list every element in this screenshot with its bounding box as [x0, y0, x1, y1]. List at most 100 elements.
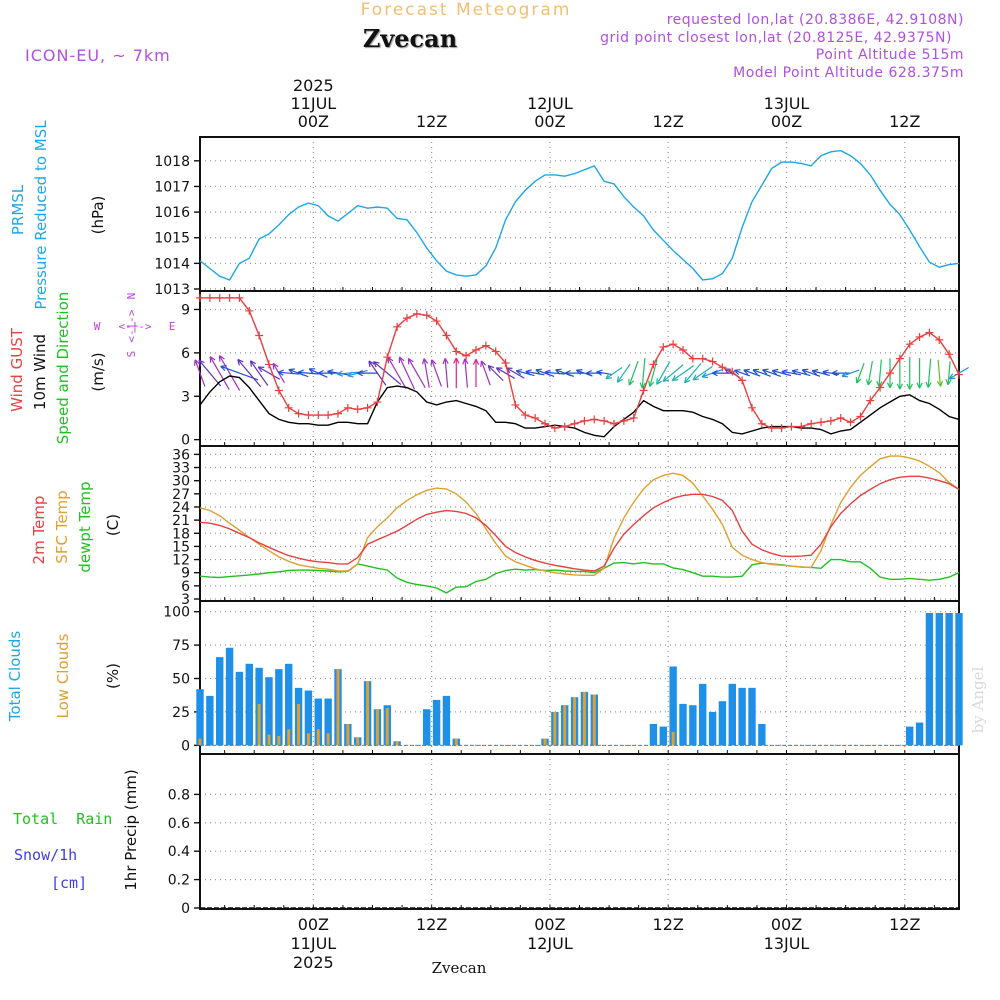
wind-gust-marker — [639, 386, 648, 395]
wind-arrow-head — [684, 379, 691, 384]
wind-arrow-head — [193, 359, 196, 366]
wind-arrow-head — [802, 368, 809, 371]
temperature-ytick-label: 9 — [181, 566, 190, 582]
wind-gust-marker — [353, 405, 362, 414]
wind-arrow-head — [692, 378, 700, 381]
wind-gust-marker — [225, 293, 234, 302]
wind-arrow-head — [564, 372, 571, 377]
watermark: by Angel — [969, 666, 987, 733]
wind-gust-marker — [304, 411, 313, 420]
clouds-ytick-label: 100 — [163, 605, 190, 621]
wind-arrow-shaft — [218, 355, 241, 391]
compass-ns-arrow: <-|-> — [125, 309, 138, 342]
wind-panel: 0 3 6 9 — [181, 290, 969, 449]
wind-arrow — [421, 358, 430, 388]
wind-arrow-head — [297, 371, 304, 376]
wind-arrow-shaft — [641, 358, 646, 389]
wind-arrow-head — [734, 369, 740, 376]
low-cloud-bar — [336, 669, 340, 746]
wind-arrow-head — [663, 379, 670, 383]
wind-arrow-head — [564, 369, 571, 374]
wind-gust-marker — [511, 400, 520, 409]
wind-arrow-head — [701, 372, 707, 378]
wind-arrow-head — [771, 370, 778, 375]
wind-arrow-head — [662, 375, 667, 382]
low-cloud-bar — [346, 723, 350, 746]
wind-gust-marker — [669, 340, 678, 349]
wind-arrow-head — [811, 370, 818, 376]
wind-arrow-shaft — [431, 359, 442, 387]
wind-arrow-head — [855, 377, 858, 384]
clouds-panel: 0 25 50 75 100 — [163, 600, 963, 755]
low-cloud-bar — [287, 729, 291, 746]
total-cloud-bar — [758, 723, 766, 746]
wind-arrow-head — [743, 368, 750, 371]
wind-arrow-head — [628, 379, 630, 386]
wind-arrow-head — [288, 368, 295, 371]
wind-arrow-head — [209, 356, 216, 361]
wind-arrow — [925, 358, 932, 388]
total-cloud-bar — [225, 647, 234, 746]
low-cloud-bar — [356, 737, 360, 746]
time-label-top: 00Z — [771, 112, 802, 131]
pressure-labels: PRMSL Pressure Reduced to MSL (hPa) — [9, 120, 107, 310]
total-cloud-bar — [216, 657, 224, 746]
wind-gust-marker — [866, 396, 875, 405]
wind-arrow-head — [841, 371, 847, 377]
wind-arrow-shaft — [878, 359, 882, 387]
wind-arrow — [544, 369, 565, 376]
wind-arrow-head — [831, 369, 838, 374]
clouds-ytick-label: 75 — [172, 638, 190, 654]
wind-gust-marker — [363, 403, 372, 412]
wind-arrow-shaft — [368, 360, 387, 386]
precip-ytick-label: 0.2 — [168, 873, 190, 889]
time-label-top: 00Z — [298, 112, 329, 131]
wind-gust-marker — [205, 293, 214, 302]
wind-arrow-head — [431, 359, 437, 365]
total-cloud-bar — [669, 666, 677, 746]
temperature-ytick-label: 27 — [172, 487, 190, 503]
wind-unit: (m/s) — [89, 352, 107, 391]
wind-arrow — [671, 365, 694, 382]
wind-gust-marker — [836, 413, 845, 422]
low-cloud-bar — [297, 703, 301, 746]
wind-arrow-shaft — [672, 365, 694, 382]
wind-arrow-head — [387, 356, 394, 362]
wind-gust-marker — [196, 293, 204, 302]
wind-arrow-head — [336, 370, 343, 375]
wind-arrow-head — [616, 376, 619, 383]
wind-arrow — [442, 358, 449, 388]
wind-arrow — [373, 361, 402, 386]
total-cloud-bar — [708, 711, 717, 746]
total-cloud-bar — [915, 722, 924, 746]
wind-arrow — [801, 368, 821, 377]
wind-arrow-head — [430, 359, 433, 366]
wind-arrow-shaft — [822, 371, 840, 376]
wind-arrow — [586, 369, 603, 377]
wind-gust-marker — [905, 340, 914, 349]
wind-gust-marker — [481, 341, 490, 350]
compass-we-arrow: <-|-> — [118, 320, 151, 333]
compass-north: N — [125, 293, 138, 300]
pressure-panel: 1013 1014 1015 1016 1017 1018 — [154, 136, 960, 298]
time-label-bottom: 11JUL — [291, 934, 337, 953]
wind-arrow-shaft — [464, 358, 469, 388]
wind-speed-dir-label: Speed and Direction — [54, 292, 72, 445]
wind-gust-label: Wind GUST — [8, 327, 26, 412]
wind-gust-marker — [550, 424, 559, 433]
wind-arrow-shaft — [496, 367, 516, 379]
time-label-top: 13JUL — [764, 94, 810, 113]
wind-arrow — [855, 362, 865, 384]
wind-arrow — [936, 359, 944, 387]
wind-arrow-shaft — [802, 369, 821, 377]
wind-gust-marker — [649, 360, 658, 369]
time-label-top: 12Z — [416, 112, 447, 131]
low-cloud-bar — [582, 691, 586, 746]
time-label-top: 12Z — [653, 112, 684, 131]
wind-gust-marker — [600, 416, 609, 425]
wind-arrow-head — [743, 369, 749, 375]
low-cloud-bar — [395, 741, 399, 746]
wind-arrow-head — [515, 370, 522, 376]
wind-ytick-label: 3 — [181, 389, 190, 405]
